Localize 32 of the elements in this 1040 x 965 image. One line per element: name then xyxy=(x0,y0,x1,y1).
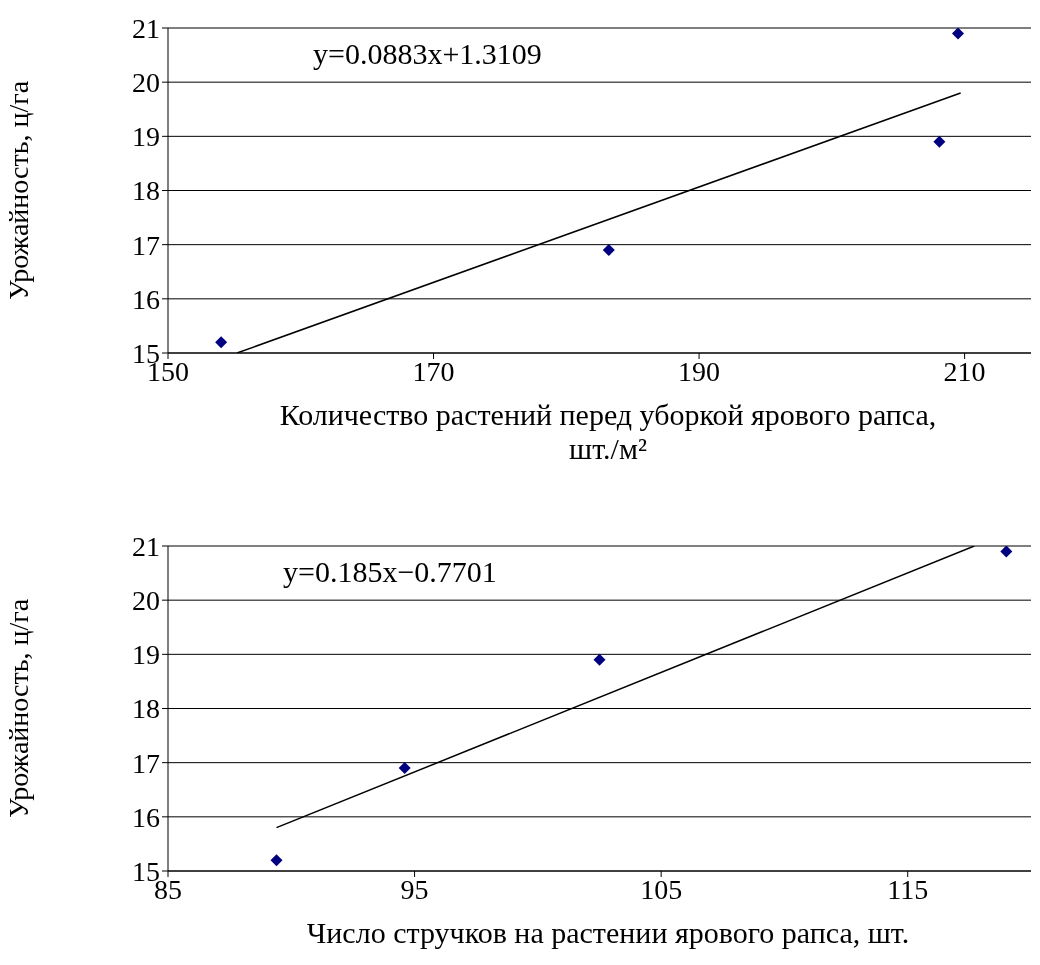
y-tick-label: 18 xyxy=(132,175,160,207)
y-tick-label: 16 xyxy=(132,801,160,833)
point xyxy=(215,336,228,349)
y-tick-label: 21 xyxy=(132,530,160,562)
x-axis-title: Количество растений перед уборкой ярового рапса, шт./м² xyxy=(278,398,938,466)
y-tick-label: 20 xyxy=(132,67,160,99)
x-tick-label: 95 xyxy=(400,873,429,905)
annotation: y=0.185x−0.7701 xyxy=(282,555,498,589)
x-tick-label: 190 xyxy=(678,355,721,387)
point xyxy=(593,653,606,666)
y-tick-label: 17 xyxy=(132,229,160,261)
point xyxy=(933,135,946,148)
y-axis-title: Урожайность, ц/га xyxy=(2,80,34,301)
y-tick-label: 18 xyxy=(132,693,160,725)
point xyxy=(602,244,615,257)
y-tick-label: 16 xyxy=(132,283,160,315)
point xyxy=(951,28,964,40)
y-tick-label: 20 xyxy=(132,585,160,617)
point xyxy=(398,762,411,775)
y-tick-label: 19 xyxy=(132,121,160,153)
annotation: y=0.0883x+1.3109 xyxy=(312,37,543,71)
y-tick-label: 17 xyxy=(132,747,160,779)
x-tick-label: 210 xyxy=(943,355,986,387)
y-tick-label: 19 xyxy=(132,639,160,671)
point xyxy=(270,854,283,867)
y-axis-title: Урожайность, ц/га xyxy=(2,598,34,819)
x-tick-label: 170 xyxy=(412,355,455,387)
x-tick-label: 115 xyxy=(887,873,929,905)
y-tick-label: 21 xyxy=(132,12,160,44)
x-tick-label: 105 xyxy=(640,873,683,905)
x-axis-title: Число стручков на растении ярового рапса, шт. xyxy=(305,916,911,950)
point xyxy=(1000,546,1013,558)
